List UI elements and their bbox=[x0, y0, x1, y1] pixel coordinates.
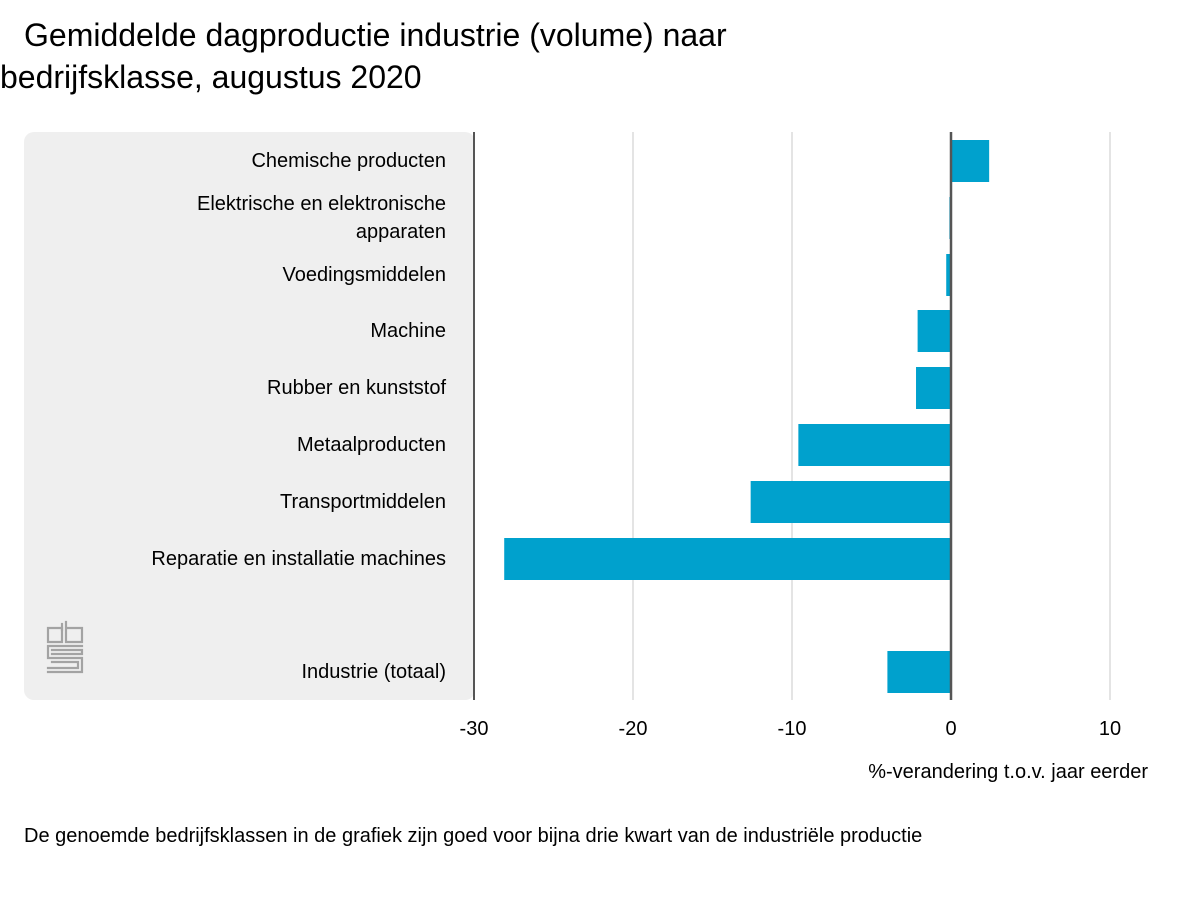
x-axis-title: %-verandering t.o.v. jaar eerder bbox=[868, 761, 1148, 783]
category-label-line: Metaalproducten bbox=[297, 434, 446, 456]
x-tick-label: -30 bbox=[459, 718, 489, 740]
category-label: Rubber en kunststof bbox=[116, 374, 446, 402]
bar bbox=[798, 424, 951, 466]
bar bbox=[916, 367, 951, 409]
category-label: Transportmiddelen bbox=[116, 488, 446, 516]
category-panel bbox=[24, 132, 475, 700]
grid-lines bbox=[632, 132, 1111, 700]
category-label-line: Reparatie en installatie machines bbox=[151, 548, 446, 570]
category-label: Machine bbox=[116, 317, 446, 345]
category-label: Metaalproducten bbox=[116, 431, 446, 459]
category-label: Elektrische en elektronische apparaten bbox=[116, 190, 446, 246]
bar bbox=[917, 310, 951, 352]
category-label-line: Voedingsmiddelen bbox=[282, 264, 446, 286]
category-label-line: Transportmiddelen bbox=[279, 491, 446, 513]
category-label: Chemische producten bbox=[116, 147, 446, 175]
bar bbox=[887, 651, 951, 693]
footnote: De genoemde bedrijfsklassen in de grafie… bbox=[24, 825, 923, 847]
category-label: Reparatie en installatie machines bbox=[116, 545, 446, 573]
x-tick-label: 10 bbox=[1098, 718, 1122, 740]
x-tick-label: -20 bbox=[618, 718, 648, 740]
category-label-line: Rubber en kunststof bbox=[267, 377, 446, 399]
chart-title: Gemiddelde dagproductie industrie (volum… bbox=[0, 17, 727, 95]
bar bbox=[504, 538, 951, 580]
cbs-logo-icon bbox=[46, 620, 84, 674]
category-label: Voedingsmiddelen bbox=[116, 261, 446, 289]
x-tick-label: -10 bbox=[777, 718, 807, 740]
bar bbox=[946, 254, 951, 296]
category-label: Industrie (totaal) bbox=[116, 658, 446, 686]
category-label-line: apparaten bbox=[355, 221, 446, 243]
category-label-line: Industrie (totaal) bbox=[301, 661, 446, 683]
category-label-line: Chemische producten bbox=[251, 150, 446, 172]
bar bbox=[750, 481, 951, 523]
x-tick-label: 0 bbox=[945, 718, 957, 740]
category-label-line: Elektrische en elektronische bbox=[196, 193, 446, 215]
category-label-line: Machine bbox=[370, 320, 446, 342]
bars bbox=[504, 140, 990, 693]
bar bbox=[951, 140, 990, 182]
